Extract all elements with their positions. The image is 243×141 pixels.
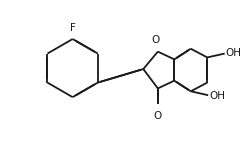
Text: O: O bbox=[154, 111, 162, 121]
Text: OH: OH bbox=[226, 48, 242, 58]
Text: O: O bbox=[152, 35, 160, 45]
Text: F: F bbox=[70, 23, 76, 33]
Text: OH: OH bbox=[209, 91, 225, 101]
